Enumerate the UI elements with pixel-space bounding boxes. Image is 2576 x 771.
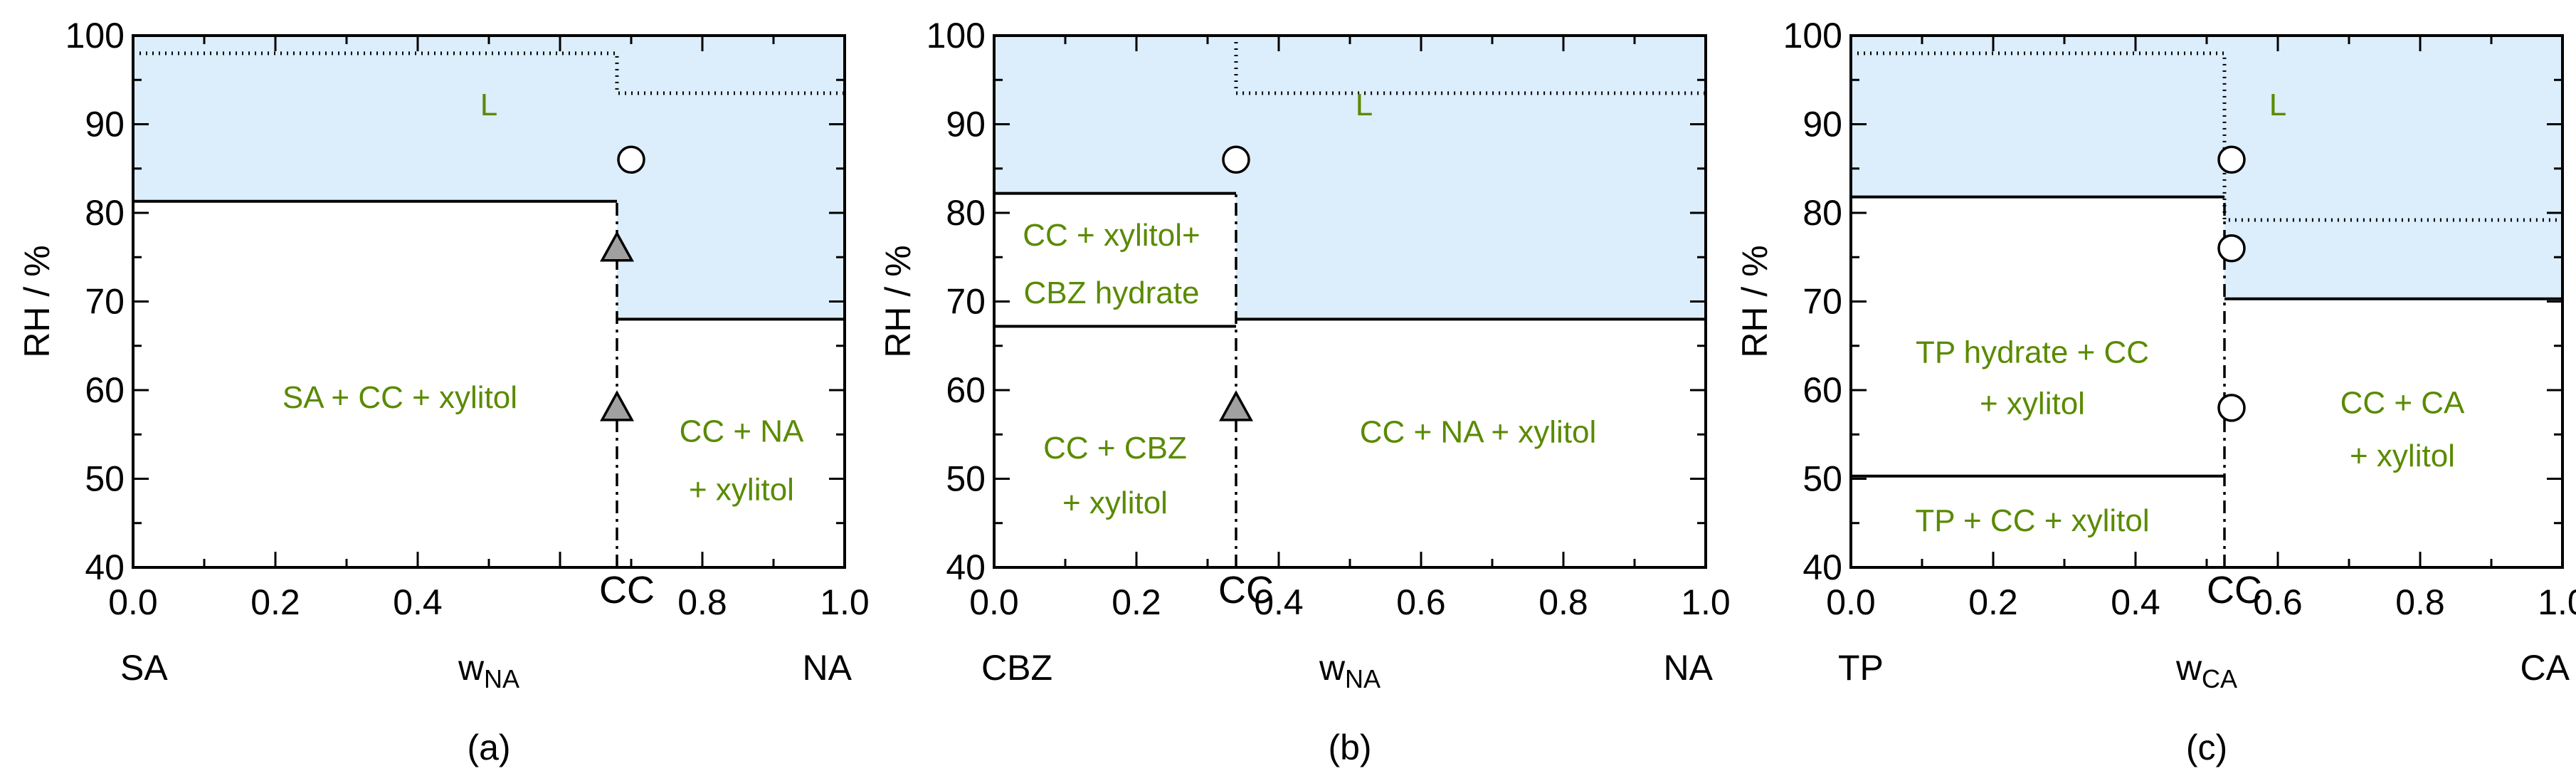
y-tick-label: 60 xyxy=(946,370,986,410)
y-tick-label: 90 xyxy=(1802,105,1842,145)
y-axis-label: RH / % xyxy=(17,245,57,357)
region-label: + xylitol xyxy=(689,472,794,507)
x-axis-label-base: w xyxy=(2175,648,2202,688)
y-tick-label: 60 xyxy=(85,370,125,410)
liquid-region xyxy=(1851,36,2562,299)
y-tick-label: 70 xyxy=(1802,282,1842,322)
x-tick-label: 0.4 xyxy=(393,582,443,622)
measurement-triangle xyxy=(600,390,634,421)
panel-b: 0.0 0.2 0.4 0.6 0.8 1.0 40 50 60 70 80 90 100 RH / % w… xyxy=(878,16,1731,767)
region-label: + xylitol xyxy=(1062,486,1168,520)
region-label: TP + CC + xylitol xyxy=(1915,503,2149,538)
y-tick-label: 60 xyxy=(1802,370,1842,410)
region-label: + xylitol xyxy=(2350,439,2455,473)
y-axis-label: RH / % xyxy=(1735,245,1775,357)
region-label: + xylitol xyxy=(1980,387,2085,421)
region-label: L xyxy=(2269,88,2286,122)
region-label: SA + CC + xylitol xyxy=(283,380,517,415)
y-tick-label: 90 xyxy=(946,105,986,145)
cocrystal-label: CC xyxy=(2207,569,2262,612)
y-tick-label: 100 xyxy=(1783,16,1842,56)
x-tick-label: 0.4 xyxy=(2111,582,2160,622)
left-end-label: TP xyxy=(1838,648,1884,688)
y-tick-label: 40 xyxy=(1802,547,1842,587)
panel-label: (b) xyxy=(1328,728,1371,767)
liquid-region xyxy=(133,36,845,320)
dotted-boundary-line xyxy=(1851,51,2562,222)
region-label: L xyxy=(1356,88,1373,122)
measurement-triangle xyxy=(1219,390,1253,421)
right-end-label: NA xyxy=(1664,648,1714,688)
cocrystal-label: CC xyxy=(1218,569,1274,612)
x-tick-label: 1.0 xyxy=(820,582,870,622)
x-axis-label-base: w xyxy=(458,648,485,688)
y-tick-label: 80 xyxy=(85,193,125,233)
x-tick-label: 1.0 xyxy=(2538,582,2576,622)
x-tick-label: 0.2 xyxy=(250,582,300,622)
y-tick-label: 90 xyxy=(85,105,125,145)
x-tick-label: 0.0 xyxy=(1826,582,1876,622)
y-tick-label: 100 xyxy=(65,16,125,56)
measurement-circle xyxy=(2217,234,2246,263)
measurement-triangle xyxy=(600,231,634,262)
x-axis-label-subscript: NA xyxy=(1345,664,1381,693)
y-tick-label: 50 xyxy=(946,459,986,499)
x-tick-label: 0.4 xyxy=(1254,582,1304,622)
x-tick-label: 0.6 xyxy=(1396,582,1446,622)
x-tick-label: 0.8 xyxy=(2395,582,2445,622)
region-label: CC + NA xyxy=(680,414,804,449)
region-label: L xyxy=(480,88,497,122)
x-tick-label: 0.2 xyxy=(1968,582,2018,622)
measurement-circle xyxy=(2217,394,2246,422)
x-tick-label: 0.0 xyxy=(108,582,158,622)
x-tick-label: 1.0 xyxy=(1681,582,1731,622)
cocrystal-label: CC xyxy=(599,569,655,612)
y-tick-label: 40 xyxy=(946,547,986,587)
region-label: CC + xylitol+ xyxy=(1023,218,1200,253)
y-tick-label: 70 xyxy=(946,282,986,322)
y-tick-label: 70 xyxy=(85,282,125,322)
y-tick-label: 50 xyxy=(85,459,125,499)
x-tick-label: 0.8 xyxy=(1538,582,1588,622)
panel-label: (a) xyxy=(467,728,510,767)
left-end-label: SA xyxy=(120,648,168,688)
right-end-label: CA xyxy=(2520,648,2570,688)
x-axis-label-base: w xyxy=(1319,648,1346,688)
y-tick-label: 80 xyxy=(946,193,986,233)
panel-label: (c) xyxy=(2186,728,2227,767)
region-label: TP hydrate + CC xyxy=(1916,335,2149,369)
region-label: CC + NA + xylitol xyxy=(1360,415,1597,450)
region-label: CBZ hydrate xyxy=(1024,276,1200,310)
measurement-circle xyxy=(1222,145,1250,174)
y-tick-label: 100 xyxy=(927,16,986,56)
x-tick-label: 0.0 xyxy=(969,582,1019,622)
x-tick-label: 0.2 xyxy=(1112,582,1161,622)
x-axis-label: wNA xyxy=(1319,648,1381,693)
y-tick-label: 50 xyxy=(1802,459,1842,499)
y-axis-label: RH / % xyxy=(878,245,918,357)
measurement-circle xyxy=(2217,145,2246,174)
measurement-circle xyxy=(617,145,645,174)
panel-c: 0.0 0.2 0.4 0.6 0.8 1.0 40 50 60 70 80 90 100 RH / % w… xyxy=(1735,16,2576,767)
y-tick-label: 40 xyxy=(85,547,125,587)
x-axis-label-subscript: NA xyxy=(484,664,519,693)
left-end-label: CBZ xyxy=(981,648,1052,688)
x-axis-label: wNA xyxy=(458,648,519,693)
region-label: CC + CA xyxy=(2340,385,2465,420)
x-tick-label: 0.6 xyxy=(2253,582,2303,622)
right-end-label: NA xyxy=(803,648,852,688)
liquid-region xyxy=(994,36,1706,320)
x-tick-label: 0.8 xyxy=(677,582,727,622)
y-tick-label: 80 xyxy=(1802,193,1842,233)
region-label: CC + CBZ xyxy=(1043,431,1187,466)
x-axis-label: wCA xyxy=(2175,648,2237,693)
x-axis-label-subscript: CA xyxy=(2202,664,2237,693)
